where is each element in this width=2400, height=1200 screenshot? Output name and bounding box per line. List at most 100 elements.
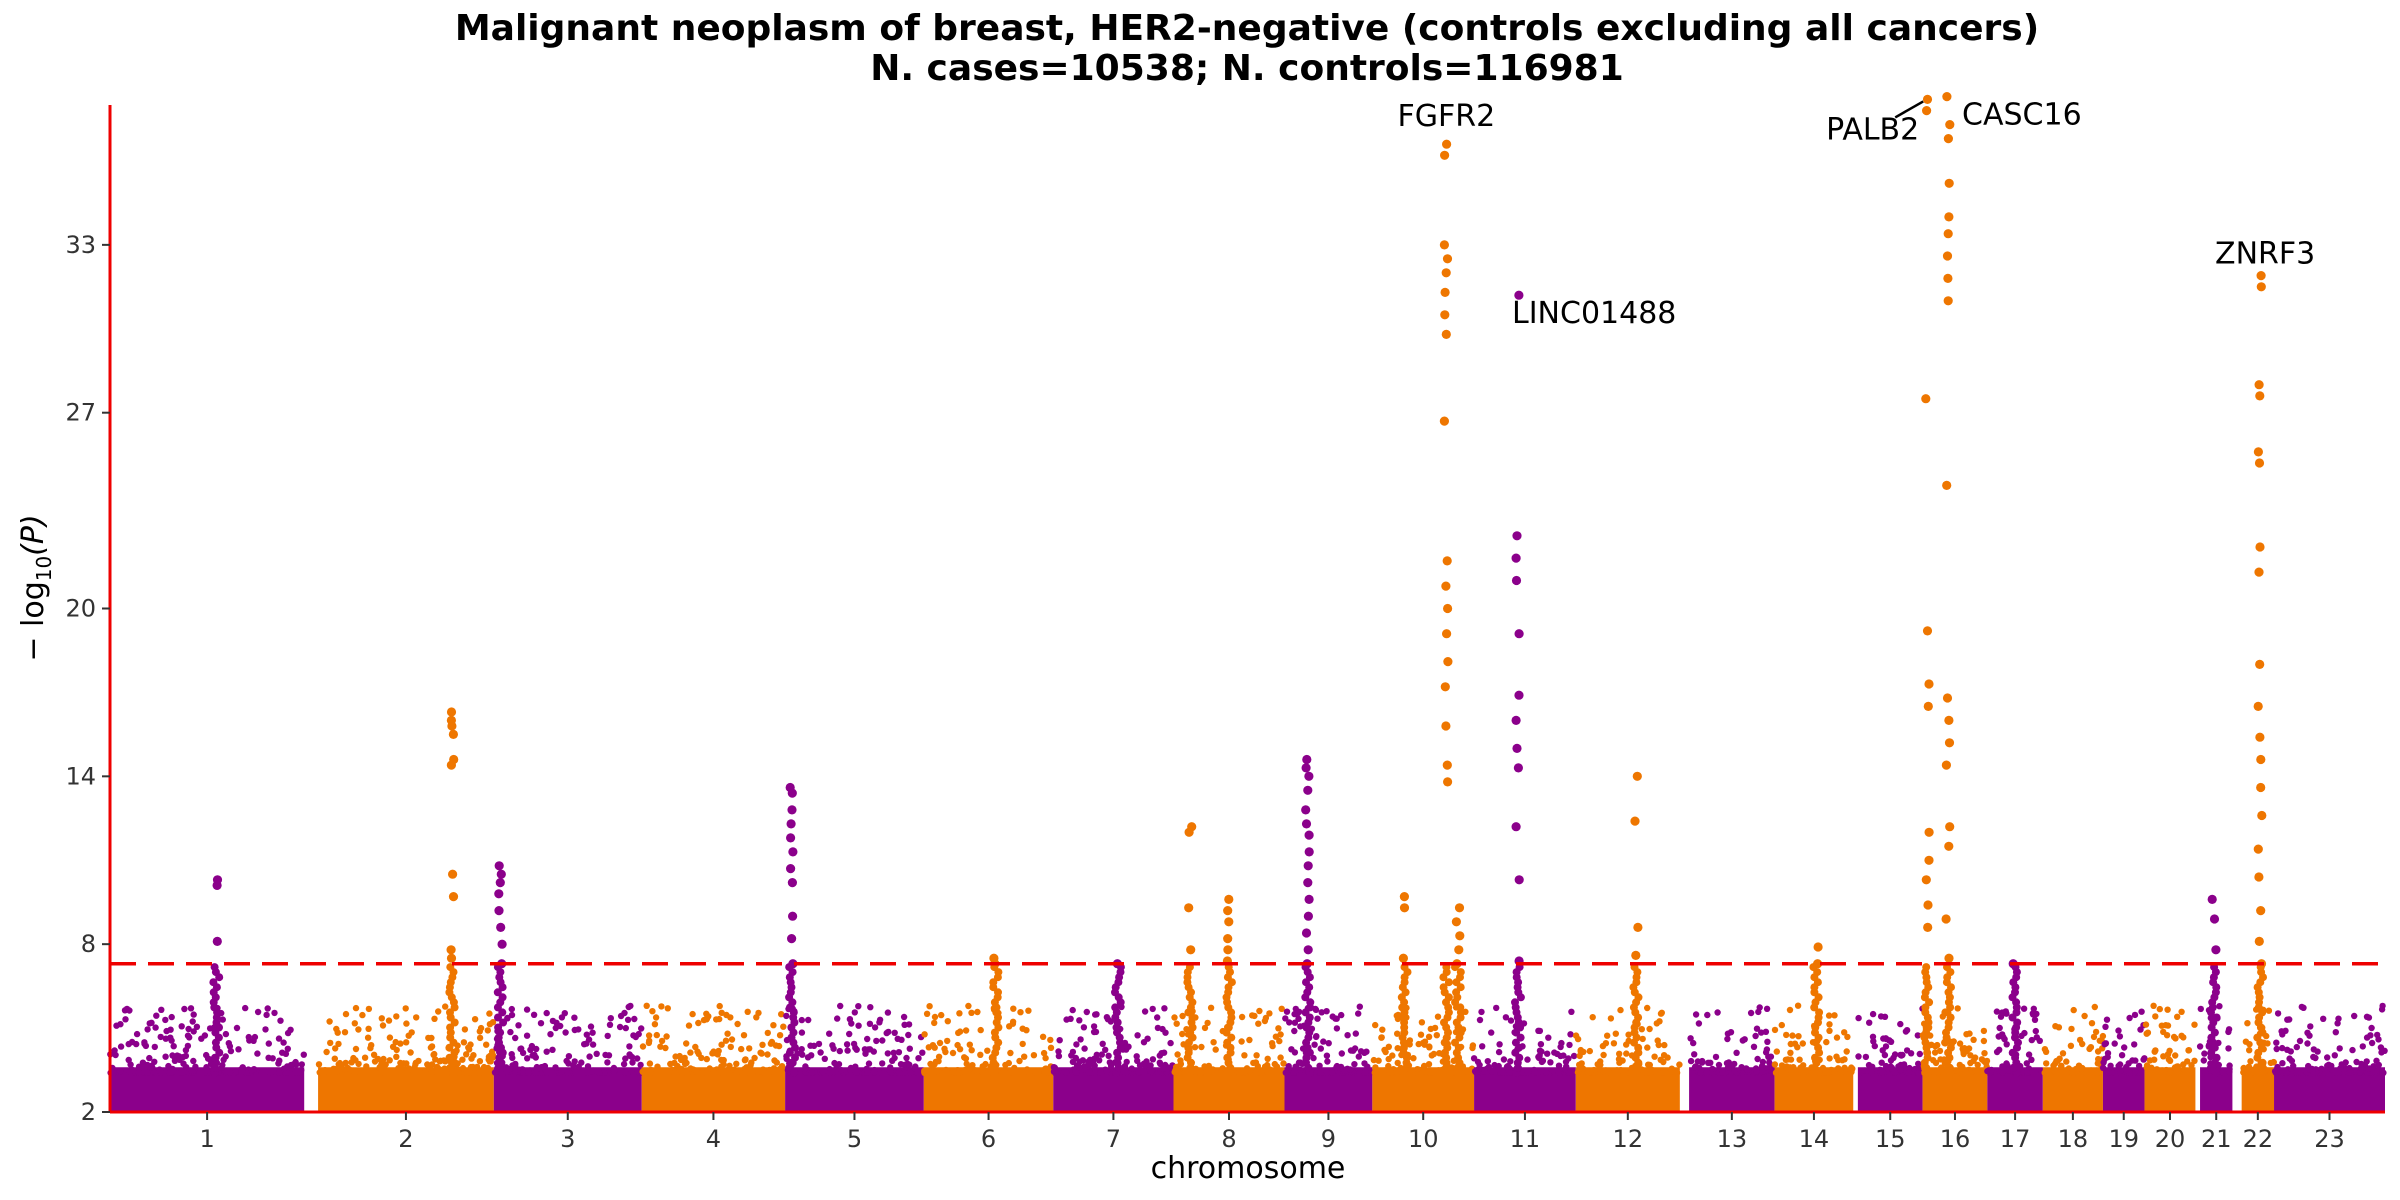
snp-point [1073,1041,1080,1048]
snp-point [936,1039,944,1047]
snp-point [765,1069,773,1076]
snp-point [428,1069,436,1076]
snp-point [1871,1042,1879,1050]
snp-point [1697,1069,1704,1076]
peak-stem-point [1922,963,1931,972]
snp-point [906,1069,914,1077]
peak-chr7 [1111,959,1125,1077]
snp-point [716,1002,723,1010]
peak-point [1924,827,1934,837]
peak-stem-point [493,988,502,997]
snp-point [2156,1005,2163,1013]
snp-point [144,1026,151,1033]
snp-point [705,1013,712,1020]
snp-point [1264,1055,1271,1063]
snp-point [2288,1057,2296,1065]
snp-point [193,1023,201,1030]
snp-point [1264,1061,1271,1069]
snp-point [1091,1069,1098,1077]
snp-point [2151,1048,2158,1055]
snp-point [1500,1056,1508,1063]
snp-point [1600,1051,1607,1059]
snp-point [1615,1056,1623,1063]
snp-point [2081,1012,2088,1020]
snp-point [944,1037,951,1045]
snp-point [891,1029,898,1037]
snp-point [276,1069,283,1077]
snp-point [687,1049,694,1056]
snp-point [1782,1056,1790,1064]
snp-point [2331,1052,2338,1059]
snp-point [915,1055,922,1062]
snp-point [557,1022,564,1030]
snp-point [1506,1069,1514,1076]
snp-point [764,1029,771,1037]
snp-point [938,1011,945,1019]
peak-point [2255,391,2265,401]
y-axis-title-main: − log [16,581,51,661]
snp-point [1292,1005,1300,1013]
snp-point [826,1030,833,1037]
snp-point [1217,1069,1224,1077]
peak-point [2255,732,2265,742]
snp-point [435,1008,442,1015]
snp-point [853,1046,860,1053]
snp-point [1789,1032,1796,1039]
snp-point [523,1032,531,1039]
snp-point [1763,1005,1771,1012]
snp-point [1542,1069,1550,1076]
snp-point [1766,1066,1773,1074]
snp-point [1256,1007,1263,1015]
peak-point [1440,287,1450,297]
peak-point [1944,953,1954,963]
snp-point [113,1022,120,1029]
snp-point [1212,1046,1219,1053]
snp-point [620,1060,628,1068]
snp-point [1610,1040,1618,1047]
snp-point [2036,1037,2044,1045]
snp-point [1744,1066,1751,1074]
snp-point [583,1040,590,1047]
snp-point [2132,1057,2139,1064]
snp-point [427,1044,435,1051]
snp-point [2126,1069,2133,1077]
snp-point [1093,1051,1101,1059]
snp-point [1604,1032,1611,1039]
snp-point [783,1012,790,1020]
snp-point [233,1024,241,1032]
snp-point [2142,1021,2150,1028]
snp-point [1855,1053,1862,1060]
snp-point [1865,1061,1873,1069]
x-tick-label: 19 [2108,1125,2139,1153]
snp-point [1208,1066,1215,1074]
gene-label-linc01488: LINC01488 [1512,296,1676,331]
snp-point [146,1020,153,1027]
snp-point [379,1022,387,1029]
snp-point [335,1040,342,1048]
peak-point [2255,542,2265,552]
snp-point [2099,1064,2107,1072]
snp-point [2265,1007,2273,1014]
snp-point [1323,1052,1331,1059]
snp-point [370,1051,378,1059]
snp-point [2368,1024,2375,1032]
snp-point [728,1036,736,1043]
peak-chr10 [1439,139,1453,1077]
snp-point [1295,1015,1302,1022]
snp-point [1247,1067,1254,1075]
snp-point [2028,1036,2036,1044]
snp-point [355,1026,362,1033]
snp-point [1763,1046,1771,1053]
snp-point [955,1029,962,1037]
x-tick-label: 21 [2201,1125,2232,1153]
snp-point [2121,1044,2128,1051]
peak-stem-point [450,1048,459,1057]
snp-point [1063,1016,1070,1023]
peak-point [788,959,798,969]
snp-point [1714,1009,1721,1016]
x-tick-label: 1 [199,1125,214,1153]
snp-point [184,1042,192,1050]
snp-point [1253,1052,1260,1059]
snp-point [1025,1007,1032,1014]
peak-point [1945,822,1955,832]
